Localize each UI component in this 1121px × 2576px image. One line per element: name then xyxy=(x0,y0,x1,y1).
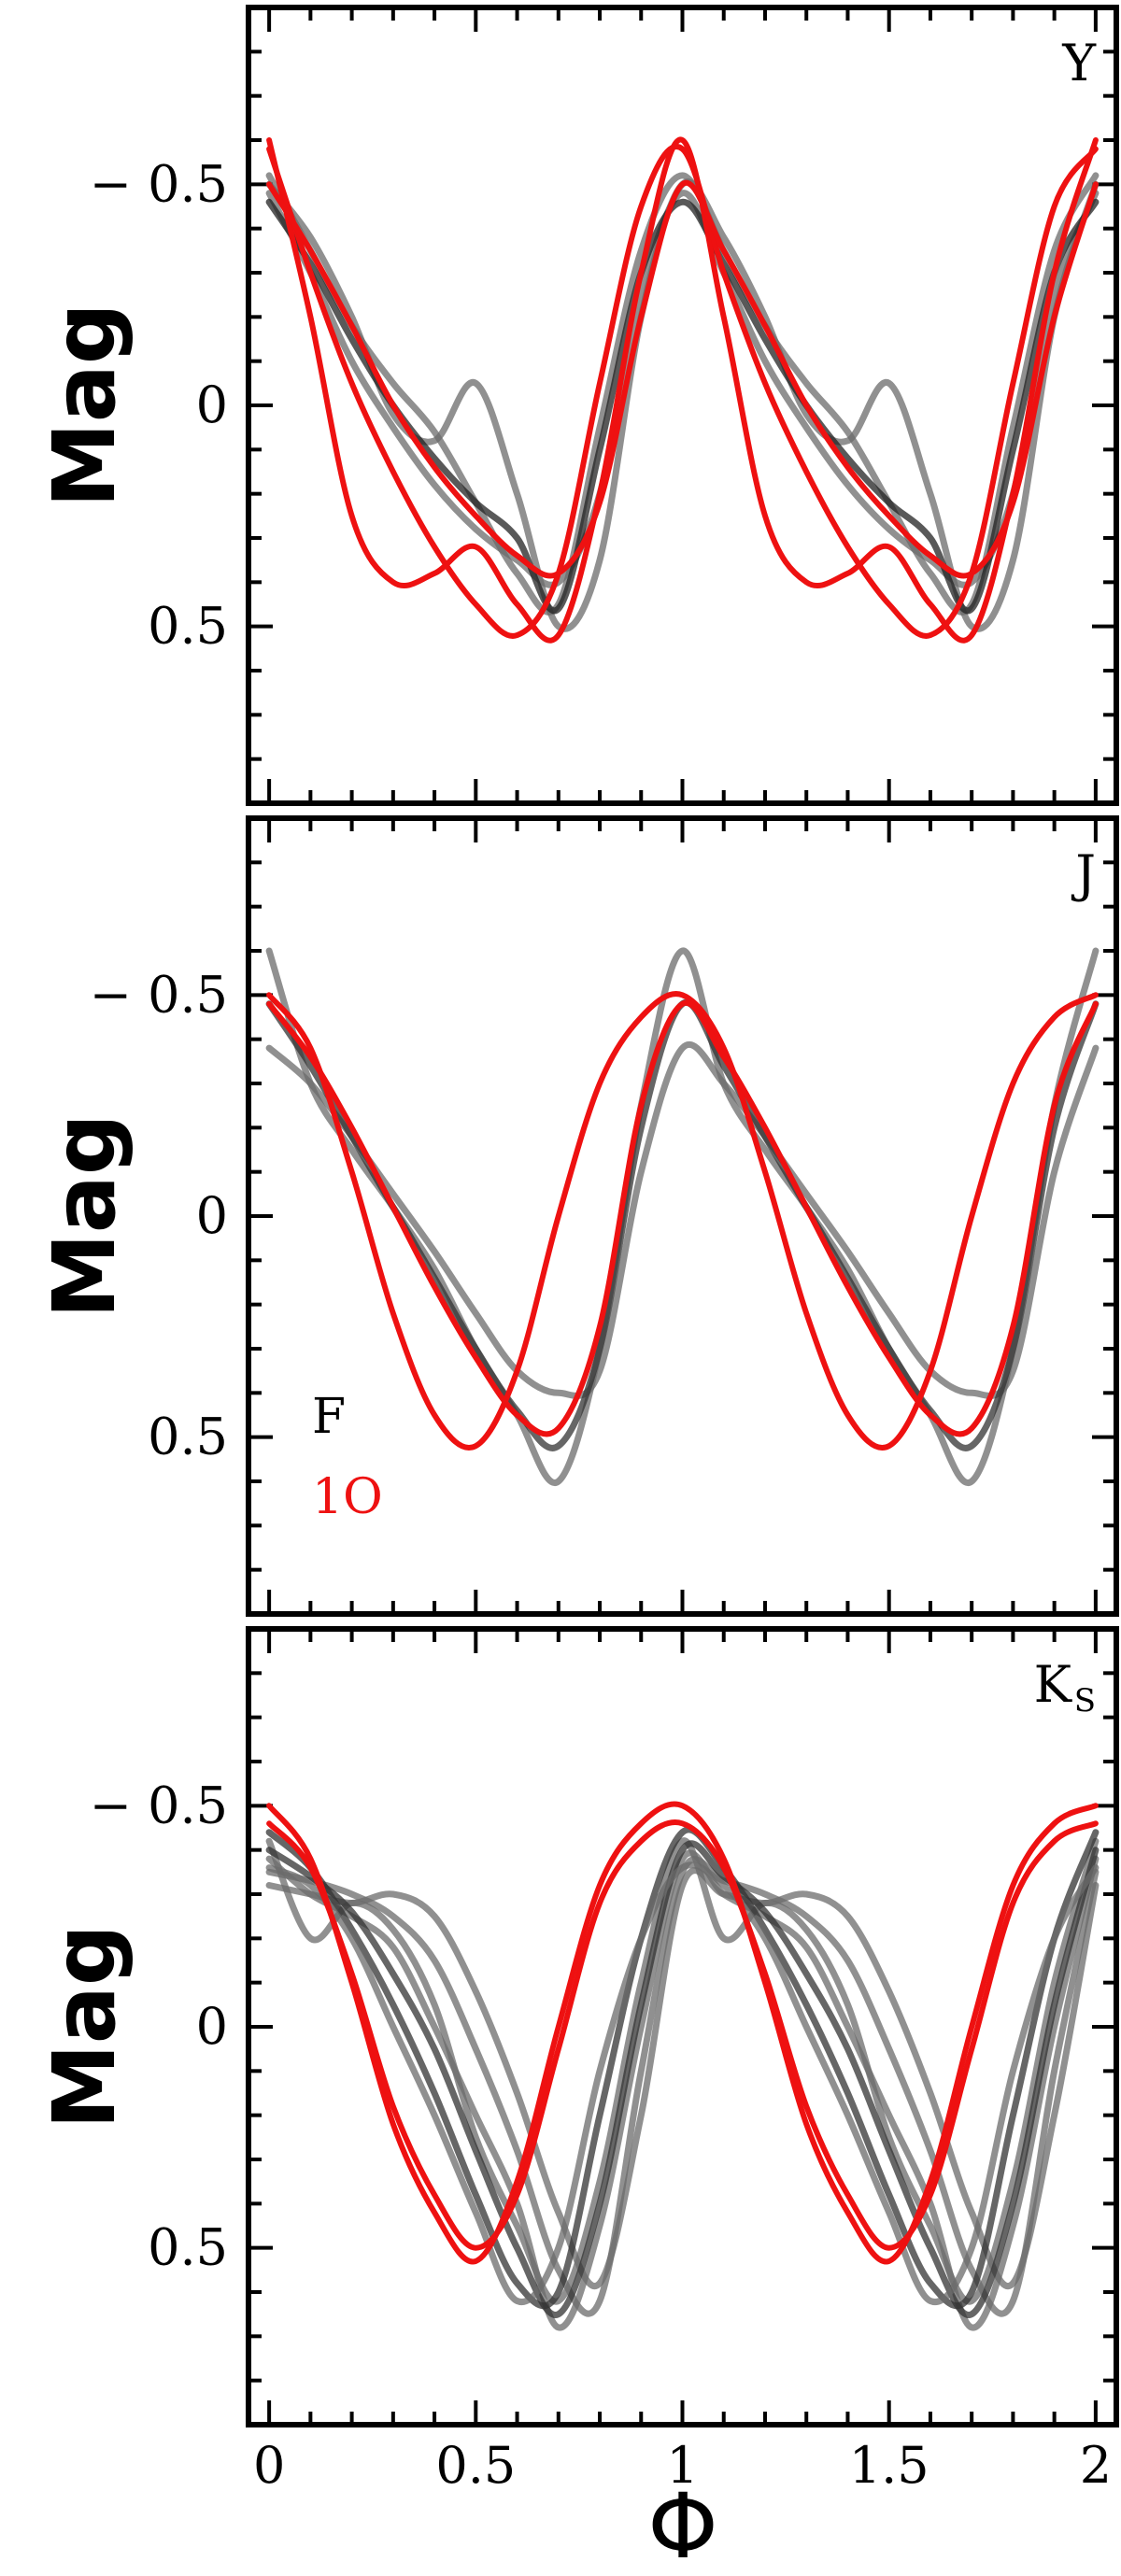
legend-entry: F xyxy=(312,1389,346,1445)
panel-j-band: − 0.5 0 0.5 Mag J F 1O xyxy=(35,815,1119,1617)
light-curve-f xyxy=(265,172,1100,616)
light-curve-1o xyxy=(266,1819,1099,2251)
light-curve-1o xyxy=(266,999,1099,1437)
y-axis-title: Mag xyxy=(35,1113,135,1319)
band-label: Y xyxy=(1061,34,1097,92)
y-axis-title: Mag xyxy=(35,303,135,508)
legend-entry: 1O xyxy=(312,1469,383,1525)
light-curve-f xyxy=(265,1041,1100,1399)
series-group xyxy=(265,947,1100,1487)
y-axis-title: Mag xyxy=(35,1924,135,2130)
y-tick-label: − 0.5 xyxy=(90,154,228,213)
light-curve-1o xyxy=(266,991,1099,1451)
light-curve-f xyxy=(265,1849,1100,2331)
band-label: J xyxy=(1071,844,1096,903)
y-tick-label: 0 xyxy=(196,1997,228,2056)
x-axis-title: Φ xyxy=(647,2474,718,2576)
band-label: K xyxy=(1034,1655,1073,1714)
y-tick-label: 0 xyxy=(196,1186,228,1245)
y-tick-label: 0.5 xyxy=(148,597,228,656)
x-tick-label: 0.5 xyxy=(435,2436,516,2495)
x-tick-label: 2 xyxy=(1080,2436,1112,2495)
light-curve-f xyxy=(265,1826,1100,2310)
light-curve-f xyxy=(265,1840,1100,2318)
panel-y-band: − 0.5 0 0.5 Mag Y xyxy=(35,5,1119,806)
series-group xyxy=(265,136,1100,644)
x-tick-label: 1.5 xyxy=(849,2436,929,2495)
light-curve-f xyxy=(265,1861,1100,2306)
y-tick-label: 0.5 xyxy=(148,1408,228,1466)
light-curve-1o xyxy=(266,1801,1099,2265)
y-tick-label: − 0.5 xyxy=(90,1776,228,1834)
panel-ks-band: − 0.5 0 0.5 Mag K S xyxy=(35,1626,1119,2427)
light-curve-1o xyxy=(266,144,1099,639)
x-tick-label: 1 xyxy=(666,2436,698,2495)
series-group xyxy=(265,1801,1100,2331)
light-curve-f xyxy=(265,190,1100,588)
y-tick-label: 0 xyxy=(196,375,228,434)
x-tick-label: 0 xyxy=(253,2436,285,2495)
band-label-subscript: S xyxy=(1074,1682,1096,1720)
light-curve-f xyxy=(265,947,1100,1487)
y-tick-label: 0.5 xyxy=(148,2218,228,2277)
light-curve-1o xyxy=(266,179,1099,579)
light-curve-1o xyxy=(266,136,1099,644)
x-axis-tick-labels: 0 0.5 1 1.5 2 xyxy=(253,2436,1112,2495)
light-curve-f xyxy=(265,1837,1100,2305)
y-tick-label: − 0.5 xyxy=(90,965,228,1024)
light-curve-f xyxy=(265,198,1100,615)
